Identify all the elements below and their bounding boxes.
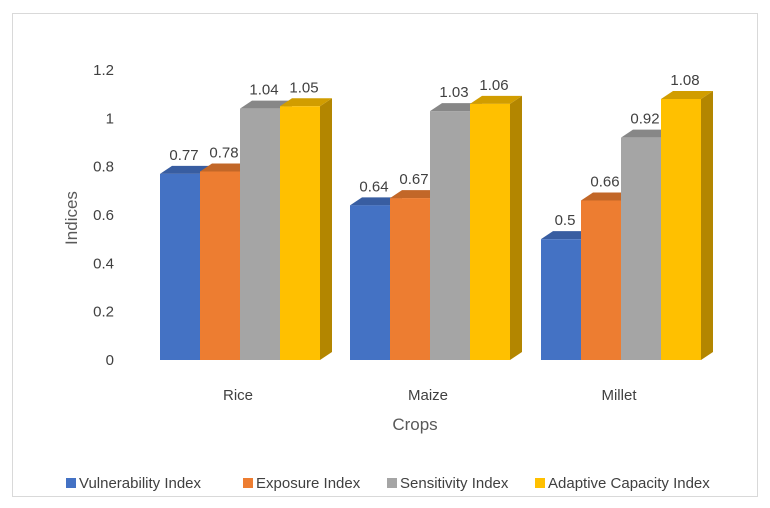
y-axis-ticks: 0 0.2 0.4 0.6 0.8 1 1.2 [93,62,114,369]
bars [160,91,713,361]
data-label: 1.06 [479,77,508,94]
x-axis-title: Crops [392,415,437,434]
data-label: 1.03 [439,84,468,101]
bar-front [390,198,430,360]
data-label: 0.64 [359,178,388,195]
bar-side [701,91,713,360]
data-labels: 0.77 0.78 1.04 1.05 0.64 0.67 1.03 1.06 0.5 0.66 0… [169,72,699,229]
bar-front [350,205,390,360]
x-category-label: Rice [223,387,253,404]
y-tick-label: 0.6 [93,207,114,224]
legend-swatch [66,478,76,488]
bar-top [581,192,633,201]
legend-item: Vulnerability Index [66,475,202,492]
data-label: 1.04 [249,82,278,99]
bar-adaptive-capacity-index-rice [280,98,332,360]
bar-front [430,111,470,360]
x-category-label: Millet [601,387,637,404]
bar-front [200,171,240,360]
y-tick-label: 0 [106,352,114,369]
bar-top [200,163,252,172]
legend-item: Adaptive Capacity Index [535,475,710,492]
data-label: 1.05 [289,79,318,96]
legend-label: Sensitivity Index [400,475,509,492]
bar-front [160,173,200,360]
legend-label: Adaptive Capacity Index [548,475,710,492]
data-label: 0.66 [590,174,619,191]
bar-top [160,165,212,174]
legend-item: Sensitivity Index [387,475,509,492]
legend-label: Vulnerability Index [79,475,202,492]
bar-side [320,98,332,360]
bar-top [430,103,482,112]
bar-top [350,197,402,206]
y-tick-label: 0.4 [93,255,114,272]
x-category-label: Maize [408,387,448,404]
bar-front [541,239,581,360]
bar-front [280,106,320,360]
legend-swatch [387,478,397,488]
bar-adaptive-capacity-index-millet [661,91,713,360]
bar-top [390,190,442,199]
legend-swatch [535,478,545,488]
bar-top [470,95,522,104]
legend-swatch [243,478,253,488]
y-tick-label: 0.2 [93,304,114,321]
legend: Vulnerability Index Exposure Index Sensiti… [66,475,710,492]
data-label: 1.08 [670,72,699,89]
bar-front [470,103,510,360]
bar-front [661,99,701,360]
bar-top [661,91,713,99]
bar-front [621,137,661,360]
bar-top [240,100,292,109]
data-label: 0.77 [169,147,198,164]
y-tick-label: 1 [106,110,114,127]
y-tick-label: 0.8 [93,159,114,176]
bar-top [280,98,332,107]
y-axis-title: Indices [62,191,81,245]
bar-side [510,95,522,360]
bar-front [240,108,280,361]
bar-adaptive-capacity-index-maize [470,95,522,360]
data-label: 0.78 [209,145,238,162]
legend-item: Exposure Index [243,475,361,492]
x-axis-categories: Rice Maize Millet [223,387,637,404]
data-label: 0.5 [555,212,576,229]
bar-top [541,231,593,240]
data-label: 0.92 [630,111,659,128]
y-tick-label: 1.2 [93,62,114,79]
legend-label: Exposure Index [256,475,361,492]
bar-top [621,129,673,138]
bar-front [581,200,621,360]
data-label: 0.67 [399,171,428,188]
